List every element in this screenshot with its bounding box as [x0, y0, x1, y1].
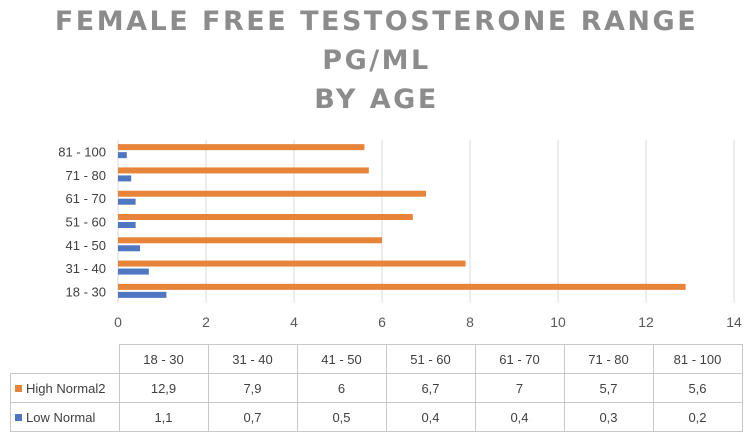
table-header-cell: 71 - 80: [563, 344, 654, 374]
series-name: Low Normal: [26, 409, 96, 425]
table-header-cell: 41 - 50: [296, 344, 387, 374]
table-value-cell: 7: [474, 373, 565, 403]
bar-low-normal: [118, 175, 132, 182]
x-tick-label: 12: [638, 314, 654, 330]
table-header-cell: 51 - 60: [385, 344, 476, 374]
table-value-cell: 0,4: [474, 402, 565, 432]
x-tick-label: 8: [466, 314, 474, 330]
y-category-label: 18 - 30: [66, 284, 106, 299]
table-header-cell: 31 - 40: [207, 344, 298, 374]
table-value-cell: 0,4: [385, 402, 476, 432]
x-tick-label: 4: [290, 314, 298, 330]
y-category-label: 41 - 50: [66, 238, 106, 253]
x-tick-label: 2: [202, 314, 210, 330]
table-header-row: 18 - 30 31 - 40 41 - 50 51 - 60 61 - 70 71 - …: [11, 344, 743, 374]
x-tick-label: 14: [726, 314, 742, 330]
table-value-cell: 5,6: [652, 373, 743, 403]
table-value-cell: 0,2: [652, 402, 743, 432]
bar-high-normal: [118, 237, 382, 244]
bar-high-normal: [118, 167, 369, 174]
bar-low-normal: [118, 222, 136, 228]
bar-low-normal: [118, 198, 136, 205]
table-row-high-normal: High Normal2 12,9 7,9 6 6,7 7 5,7 5,6: [10, 373, 743, 403]
table-value-cell: 0,5: [296, 402, 387, 432]
legend-key-low-normal: [15, 413, 22, 421]
table-header-cell: 81 - 100: [652, 344, 743, 374]
series-label-high-normal: High Normal2: [10, 373, 120, 403]
chart-title-line-3: BY AGE: [314, 84, 439, 115]
y-category-label: 61 - 70: [66, 191, 106, 206]
table-value-cell: 0,7: [207, 402, 298, 432]
table-value-cell: 6,7: [385, 373, 476, 403]
table-value-cell: 5,7: [563, 373, 654, 403]
bar-low-normal: [118, 291, 167, 298]
table-value-cell: 1,1: [118, 402, 209, 432]
table-corner-cell: [11, 345, 120, 374]
bar-high-normal: [118, 283, 686, 290]
data-table: 18 - 30 31 - 40 41 - 50 51 - 60 61 - 70 71 - …: [10, 344, 743, 432]
table-value-cell: 12,9: [118, 373, 209, 403]
legend-key-high-normal: [15, 384, 22, 392]
series-name: High Normal2: [26, 380, 106, 396]
table-row-low-normal: Low Normal 1,1 0,7 0,5 0,4 0,4 0,3 0,2: [10, 402, 743, 432]
y-category-label: 71 - 80: [66, 168, 106, 183]
chart-title-line-2: PG/ML: [322, 45, 431, 76]
series-label-low-normal: Low Normal: [10, 402, 120, 432]
bar-high-normal: [118, 214, 413, 220]
table-header-cell: 18 - 30: [118, 344, 209, 374]
table-value-cell: 0,3: [563, 402, 654, 432]
table-value-cell: 7,9: [207, 373, 298, 403]
table-value-cell: 6: [296, 373, 387, 403]
bar-high-normal: [118, 144, 365, 151]
bar-low-normal: [118, 152, 127, 159]
chart-title-line-1: FEMALE FREE TESTOSTERONE RANGE: [54, 6, 699, 37]
bar-low-normal: [118, 245, 140, 252]
bar-low-normal: [118, 268, 149, 275]
y-category-label: 51 - 60: [66, 215, 106, 230]
bar-high-normal: [118, 260, 466, 267]
x-tick-label: 10: [550, 314, 566, 330]
bar-high-normal: [118, 190, 426, 197]
y-category-label: 31 - 40: [66, 261, 106, 276]
x-tick-label: 0: [114, 314, 122, 330]
bar-chart: 0 2 4 6 8 10 12 14 18 - 30 31 - 40 41 - 50 51 - 60 6…: [58, 140, 742, 330]
y-category-label: 81 - 100: [58, 145, 106, 160]
table-header-cell: 61 - 70: [474, 344, 565, 374]
x-tick-label: 6: [378, 314, 386, 330]
